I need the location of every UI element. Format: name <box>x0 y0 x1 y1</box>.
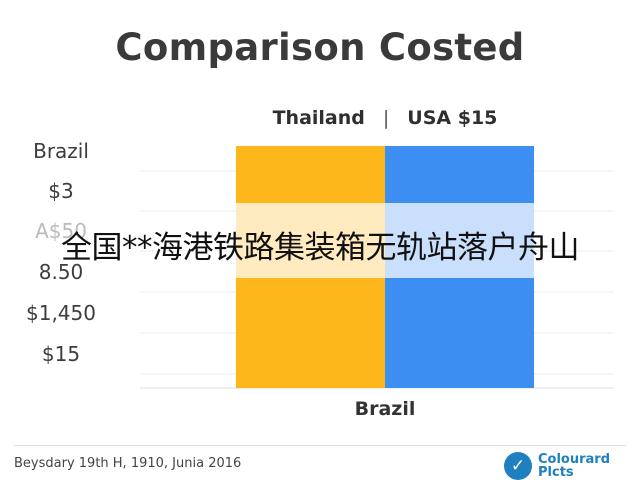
y-tick-label: A$50 <box>35 219 87 243</box>
legend: Thailand | USA $15 <box>236 107 534 129</box>
brand-logo: ✓ Colourard Plcts <box>504 452 610 480</box>
y-tick-label: $15 <box>41 342 81 366</box>
x-category-label: Brazil <box>354 398 416 420</box>
brand-name: Colourard Plcts <box>538 453 610 479</box>
overlay-band <box>236 203 534 278</box>
footer-divider <box>14 445 626 446</box>
overlay-caption: 全国**海港铁路集装箱无轨站落户舟山 <box>61 230 580 266</box>
y-tick-label: 8.50 <box>38 260 84 284</box>
y-tick-label: Brazil <box>33 139 89 163</box>
brand-line-2: Plcts <box>538 465 574 480</box>
y-tick-label: $1,450 <box>26 301 96 325</box>
y-tick-label: $3 <box>48 179 74 203</box>
legend-separator: | <box>382 107 390 129</box>
legend-item-thailand: Thailand <box>272 107 365 129</box>
footer-caption: Beysdary 19th H, 1910, Junia 2016 <box>14 456 242 471</box>
chart-title: Comparison Costed <box>115 26 525 69</box>
check-icon: ✓ <box>504 452 532 480</box>
legend-item-usa: USA $15 <box>407 107 498 129</box>
brand-line-1: Colourard <box>538 452 611 467</box>
